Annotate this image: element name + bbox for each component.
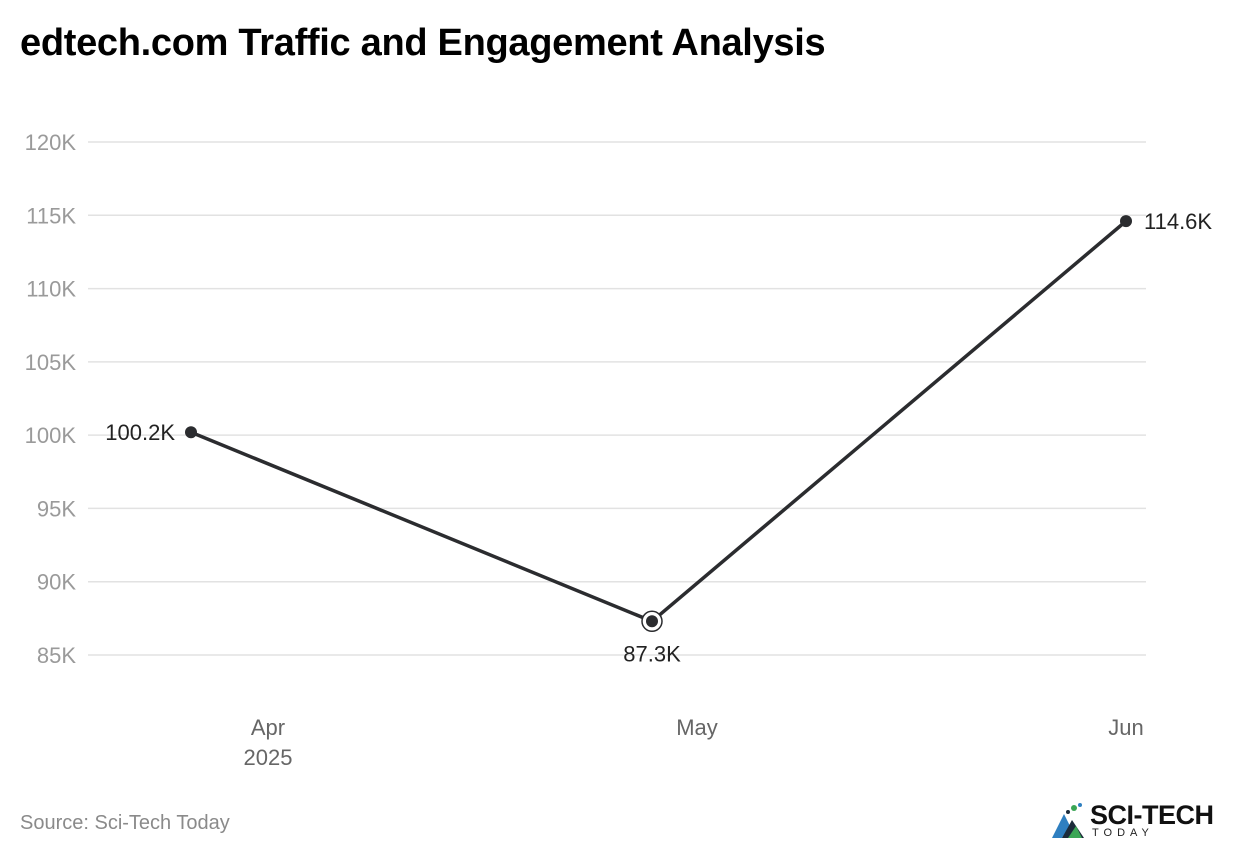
chart-title: edtech.com Traffic and Engagement Analys… xyxy=(20,22,826,64)
y-tick-label: 90K xyxy=(37,570,76,595)
data-points xyxy=(185,215,1132,633)
line-chart: 85K 90K 95K 100K 105K 110K 115K 120K Apr 2025 May… xyxy=(25,130,1213,770)
y-tick-label: 120K xyxy=(25,130,77,155)
gridlines xyxy=(88,141,1146,656)
data-point xyxy=(646,615,658,628)
series-line-path xyxy=(190,219,1128,624)
logo-subtitle: TODAY xyxy=(1092,827,1154,839)
source-note: Source: Sci-Tech Today xyxy=(20,812,230,834)
y-tick-label: 100K xyxy=(25,423,77,448)
x-tick-label: May xyxy=(676,715,718,740)
x-axis-ticks: Apr 2025 May Jun xyxy=(244,715,1144,770)
data-point xyxy=(185,426,197,439)
y-axis-ticks: 85K 90K 95K 100K 105K 110K 115K 120K xyxy=(25,130,77,668)
y-tick-label: 115K xyxy=(26,203,76,228)
x-tick-label: Jun xyxy=(1108,715,1143,740)
sci-tech-today-logo: SCI-TECH TODAY xyxy=(1050,800,1230,844)
data-point xyxy=(1120,215,1132,228)
logo-name: SCI-TECH xyxy=(1090,800,1214,830)
series-line xyxy=(190,219,1128,624)
y-tick-label: 95K xyxy=(37,496,76,521)
x-tick-label: 2025 xyxy=(244,745,293,770)
y-tick-label: 85K xyxy=(37,643,76,668)
logo-mark-icon xyxy=(1052,803,1084,838)
y-tick-label: 105K xyxy=(25,350,77,375)
data-label: 114.6K xyxy=(1144,209,1212,234)
data-labels: 100.2K 87.3K 114.6K xyxy=(105,209,1212,666)
data-label: 87.3K xyxy=(623,641,681,666)
x-tick-label: Apr xyxy=(251,715,285,740)
data-label: 100.2K xyxy=(105,420,175,445)
y-tick-label: 110K xyxy=(26,277,76,302)
